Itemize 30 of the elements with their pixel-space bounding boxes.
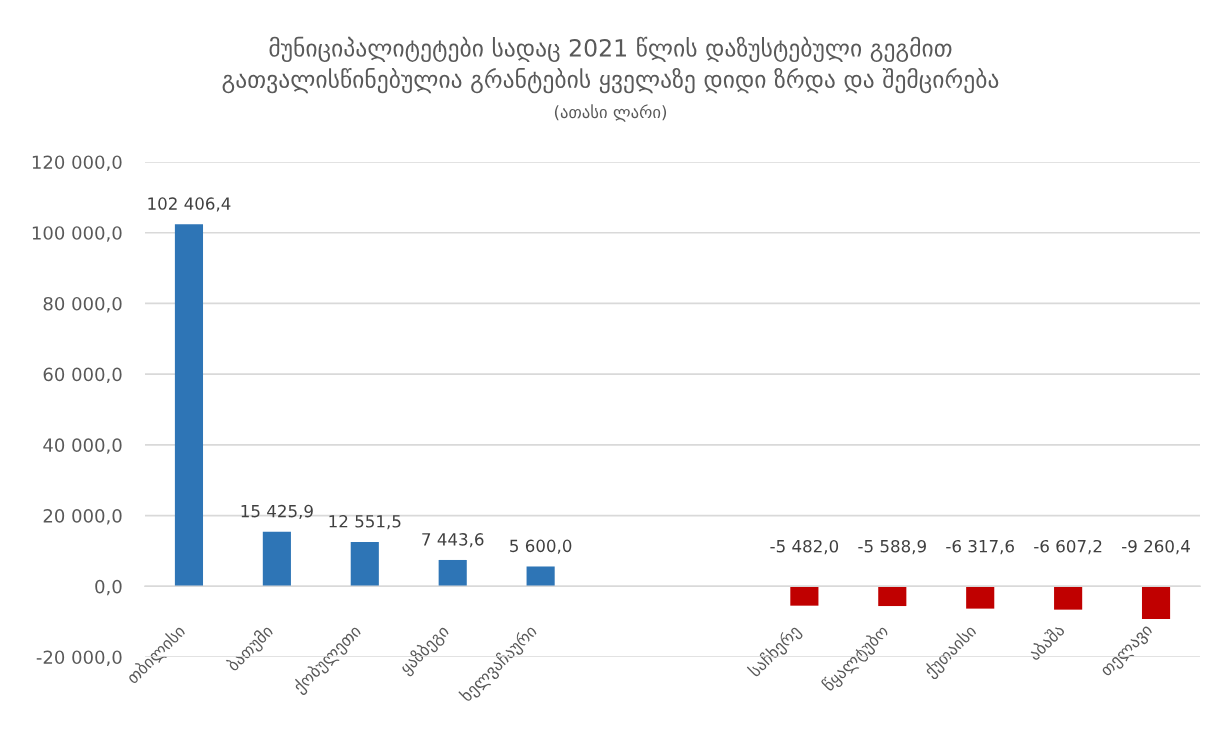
chart-title: მუნიციპალიტეტები სადაც 2021 წლის დაზუსტებული გეგმით გათვალისწინებულია გრანტების ყველაზე დიდი ზრდა და შემცირება [222, 36, 999, 94]
data-label: 7 443,6 [422, 533, 484, 548]
bar [1054, 586, 1083, 610]
y-tick-label: 120 000,0 [32, 155, 122, 171]
y-tick-label: 80 000,0 [43, 296, 122, 313]
y-tick-label: 40 000,0 [43, 438, 122, 454]
data-label: -6 607,2 [1034, 539, 1102, 555]
data-label: 15 425,9 [241, 504, 313, 520]
bar [1141, 586, 1171, 620]
bar [438, 559, 467, 587]
bar [526, 566, 555, 587]
data-label: -5 588,9 [858, 539, 926, 555]
bar [350, 541, 379, 587]
y-tick-label: 20 000,0 [43, 509, 122, 525]
data-label: 12 551,5 [329, 514, 401, 530]
y-tick-label: 100 000,0 [32, 226, 122, 242]
data-label: 102 406,4 [148, 197, 231, 212]
y-tick-label: 60 000,0 [43, 367, 122, 384]
y-tick-label: 0,0 [95, 579, 122, 596]
y-tick-label: -20 000,0 [36, 650, 122, 666]
bar [262, 531, 291, 587]
bar [790, 586, 819, 606]
bar [174, 224, 204, 587]
data-label: 5 600,0 [510, 539, 572, 554]
data-label: -5 482,0 [770, 539, 839, 555]
data-label: -6 317,6 [946, 539, 1014, 555]
chart-subtitle: (ათასი ლარი) [554, 104, 667, 122]
bar [878, 586, 907, 607]
bar [966, 586, 995, 609]
data-label: -9 260,4 [1122, 539, 1190, 555]
